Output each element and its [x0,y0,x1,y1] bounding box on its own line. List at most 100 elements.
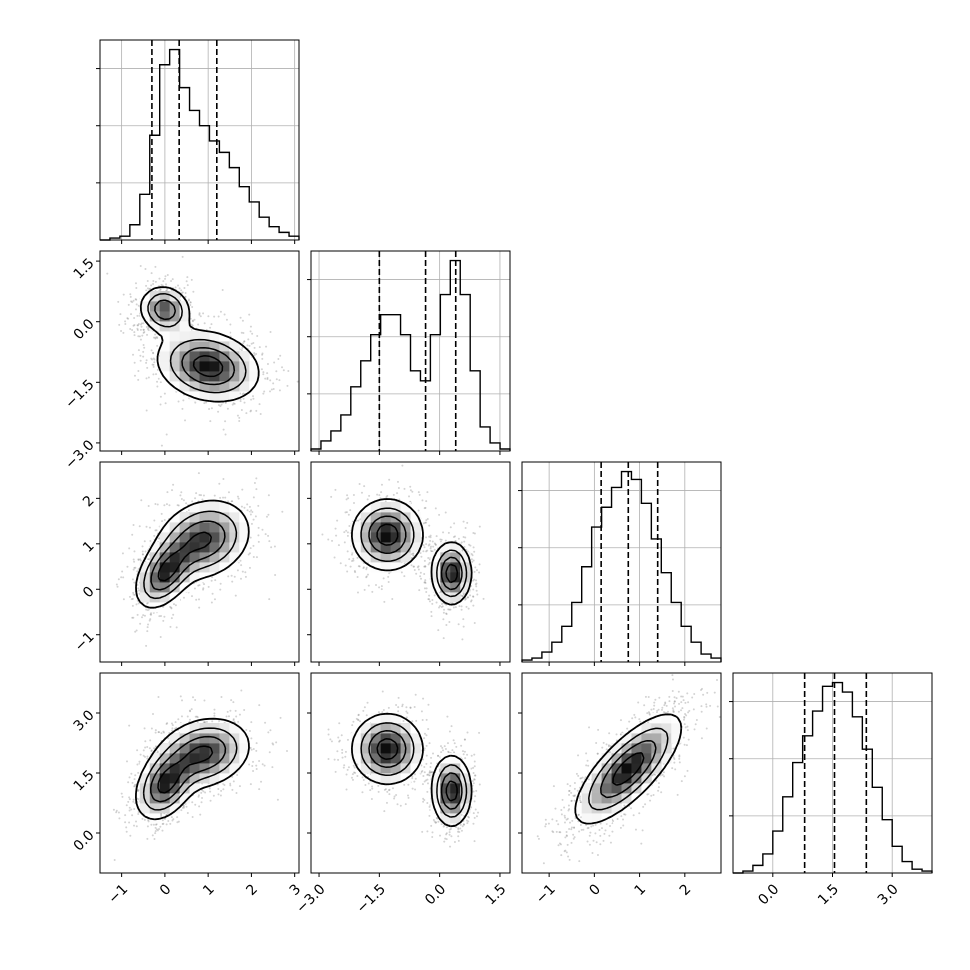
scatter-panel-2-0 [96,461,300,666]
scatter-point [159,381,162,384]
density-cell [149,321,161,332]
scatter-point [451,602,454,605]
scatter-point [175,626,178,629]
scatter-point [422,550,425,553]
scatter-point [240,331,243,334]
density-cell [219,562,230,573]
scatter-point [250,509,253,512]
scatter-point [150,272,153,275]
scatter-point [209,326,212,329]
scatter-point [412,552,415,555]
scatter-point [467,607,470,610]
scatter-point [151,358,154,361]
scatter-point [137,602,140,605]
scatter-point [218,482,221,485]
density-cell [390,512,401,523]
scatter-point [161,284,164,287]
scatter-point [140,499,143,502]
scatter-point [198,312,201,315]
scatter-point [462,592,465,595]
scatter-point [429,536,432,539]
scatter-point [257,526,260,529]
density-cell [169,331,180,342]
scatter-point [213,598,216,601]
scatter-point [184,295,187,298]
scatter-point [130,598,133,601]
scatter-point [137,558,140,561]
scatter-point [423,587,426,590]
contour-line [157,531,213,582]
scatter-point [173,603,176,606]
scatter-point [209,420,212,423]
scatter-point [242,332,245,335]
scatter-point [412,565,415,568]
scatter-point [154,265,157,268]
scatter-point [129,293,132,296]
scatter-point [137,304,140,307]
scatter-point [227,575,230,578]
scatter-point [254,515,257,518]
scatter-point [462,625,465,628]
scatter-point [142,331,145,334]
scatter-point [242,342,245,345]
scatter-point [250,398,253,401]
scatter-point [273,545,276,548]
density-cell [159,361,171,372]
scatter-point [462,618,465,621]
scatter-point [154,336,157,339]
density-cell [179,311,190,322]
scatter-point [174,286,177,289]
density-cell [380,522,391,533]
scatter-point [242,397,245,400]
scatter-point [462,535,465,538]
scatter-point [240,349,243,352]
scatter-point [423,546,426,549]
scatter-point [224,496,227,499]
scatter-point [353,501,356,504]
scatter-point [253,352,256,355]
scatter-point [363,588,366,591]
scatter-point [202,312,205,315]
scatter-point [417,491,420,494]
scatter-point [272,382,275,385]
scatter-point [159,614,162,617]
scatter-point [251,332,254,335]
scatter-point [181,291,184,294]
density-cell [179,371,190,382]
scatter-point [448,621,451,624]
scatter-point [213,494,216,497]
scatter-point [261,357,264,360]
scatter-point [149,618,152,621]
density-cell [149,582,161,593]
density-cell [159,371,171,382]
scatter-point [423,581,426,584]
scatter-point [255,488,258,491]
scatter-point [449,608,452,611]
scatter-point [396,492,399,495]
scatter-point [267,513,270,516]
scatter-point [424,521,427,524]
scatter-point [242,392,245,395]
scatter-point [209,790,212,793]
scatter-point [469,600,472,603]
scatter-point [473,532,476,535]
scatter-point [431,550,434,553]
contour-line [154,299,236,386]
scatter-point [346,534,349,537]
scatter-point [153,838,156,841]
scatter-point [383,600,386,603]
contour-line [150,520,226,591]
scatter-point [183,286,186,289]
scatter-point [188,709,191,712]
density-cell [189,381,200,392]
scatter-point [378,586,381,589]
scatter-point [466,596,469,599]
scatter-point [237,720,240,723]
panel-frame [310,461,511,663]
scatter-point [140,322,143,325]
scatter-point [239,577,242,580]
scatter-point [252,518,255,521]
scatter-point [137,558,140,561]
scatter-point [159,825,162,828]
